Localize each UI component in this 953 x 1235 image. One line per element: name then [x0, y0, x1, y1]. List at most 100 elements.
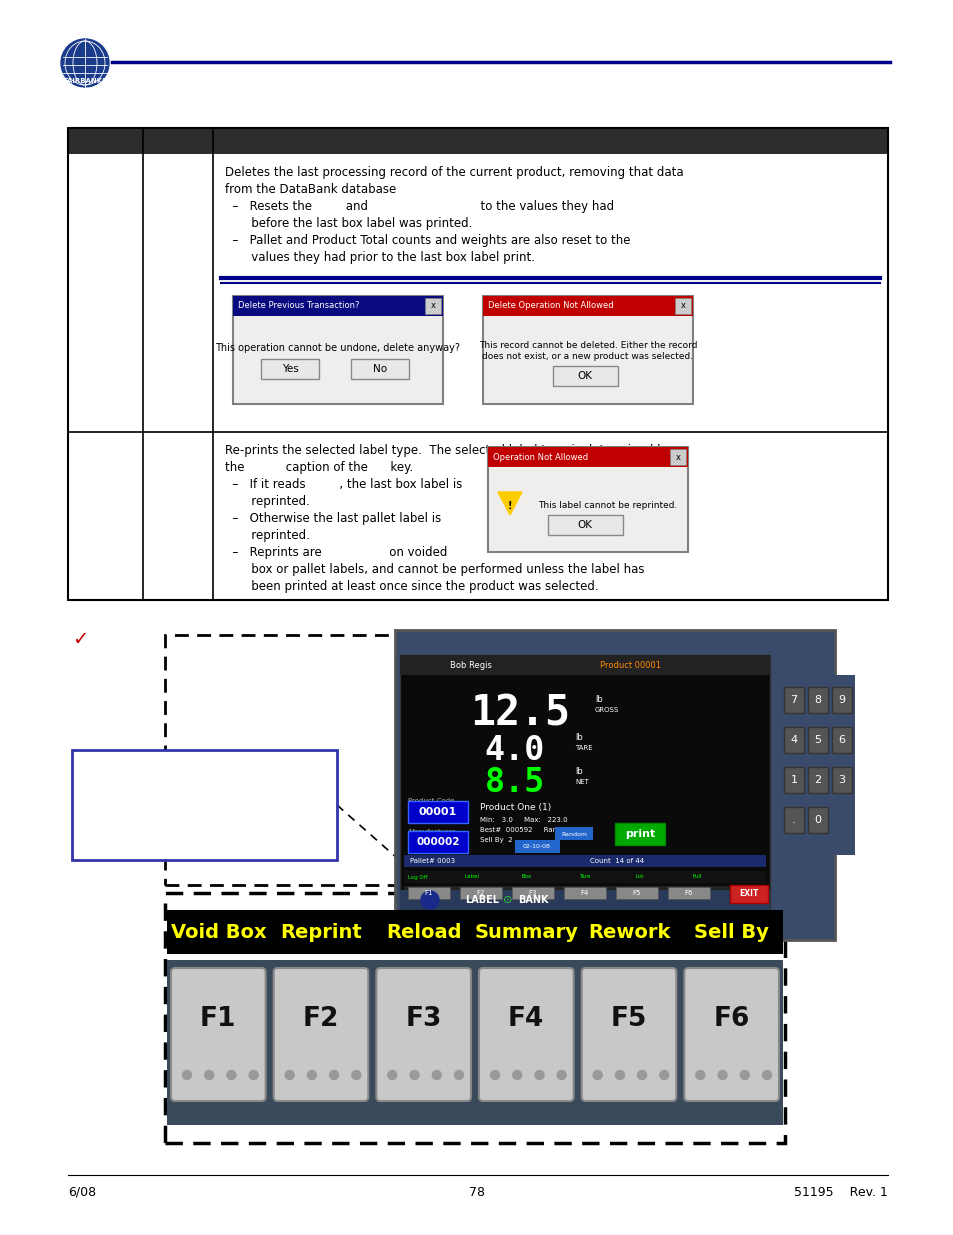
FancyBboxPatch shape — [171, 968, 265, 1100]
Polygon shape — [497, 492, 521, 515]
Bar — [395, 630, 834, 940]
FancyBboxPatch shape — [375, 968, 471, 1100]
Text: Manufacturer: Manufacturer — [408, 829, 455, 835]
Bar — [68, 128, 887, 600]
Circle shape — [718, 1071, 726, 1079]
Bar — [807, 806, 827, 832]
Bar — [165, 893, 784, 1144]
Bar — [780, 676, 854, 855]
Text: values they had prior to the last box label print.: values they had prior to the last box la… — [225, 251, 535, 264]
Circle shape — [593, 1071, 601, 1079]
Circle shape — [388, 1071, 396, 1079]
Bar — [729, 885, 767, 903]
Circle shape — [227, 1071, 235, 1079]
Circle shape — [285, 1071, 294, 1079]
Text: F5: F5 — [632, 890, 640, 897]
Text: BANK: BANK — [517, 895, 548, 905]
Text: x: x — [675, 452, 679, 462]
Circle shape — [659, 1071, 668, 1079]
Text: F1: F1 — [424, 890, 433, 897]
Text: reprinted.: reprinted. — [225, 529, 310, 542]
Bar — [783, 767, 803, 793]
Text: 6: 6 — [838, 735, 844, 745]
Bar — [488, 447, 687, 467]
Text: Summary: Summary — [474, 923, 578, 941]
Text: –   Reprints are                  on voided: – Reprints are on voided — [225, 546, 447, 559]
Bar — [399, 655, 769, 910]
Text: –   Pallet and Product Total counts and weights are also reset to the: – Pallet and Product Total counts and we… — [225, 233, 630, 247]
Text: Count  14 of 44: Count 14 of 44 — [589, 858, 643, 864]
Bar — [167, 910, 782, 953]
Circle shape — [410, 1071, 418, 1079]
Text: F3: F3 — [405, 1007, 441, 1032]
Text: Lot: Lot — [636, 874, 643, 879]
Bar — [563, 887, 605, 899]
Circle shape — [330, 1071, 338, 1079]
Circle shape — [307, 1071, 316, 1079]
Text: Sell By: Sell By — [694, 923, 768, 941]
Circle shape — [557, 1071, 565, 1079]
Text: Delete Operation Not Allowed: Delete Operation Not Allowed — [488, 301, 613, 310]
Text: 1: 1 — [790, 776, 797, 785]
Text: Reload: Reload — [386, 923, 461, 941]
Bar — [351, 359, 409, 379]
Text: Product Code: Product Code — [408, 798, 454, 804]
Circle shape — [420, 890, 438, 909]
Text: x: x — [679, 301, 685, 310]
Text: TARE: TARE — [575, 745, 592, 751]
Circle shape — [535, 1071, 543, 1079]
Text: Label: Label — [464, 874, 479, 879]
Text: NET: NET — [575, 779, 588, 785]
Text: F2: F2 — [302, 1007, 338, 1032]
Bar — [547, 515, 622, 535]
Circle shape — [490, 1071, 499, 1079]
Text: F6: F6 — [684, 890, 693, 897]
Text: Product One (1): Product One (1) — [479, 803, 551, 811]
Text: Deletes the last processing record of the current product, removing that data: Deletes the last processing record of th… — [225, 165, 683, 179]
Bar — [515, 840, 559, 853]
Text: Product 00001: Product 00001 — [599, 661, 660, 669]
Bar — [783, 727, 803, 753]
Text: 6/08: 6/08 — [68, 1186, 96, 1198]
Text: 78: 78 — [469, 1186, 484, 1198]
Bar — [488, 447, 687, 552]
Text: Best#  000592     Random: Best# 000592 Random — [479, 827, 572, 832]
Bar — [616, 887, 658, 899]
Text: EXIT: EXIT — [739, 889, 758, 899]
Text: 5: 5 — [814, 735, 821, 745]
Bar — [459, 887, 501, 899]
Text: 00001: 00001 — [418, 806, 456, 818]
Text: Box: Box — [521, 874, 532, 879]
Text: Operation Not Allowed: Operation Not Allowed — [493, 452, 587, 462]
Text: This label cannot be reprinted.: This label cannot be reprinted. — [537, 500, 677, 510]
Bar — [482, 296, 692, 404]
Text: –   Otherwise the last pallet label is: – Otherwise the last pallet label is — [225, 513, 441, 525]
Bar — [408, 887, 450, 899]
Text: Yes: Yes — [281, 364, 298, 374]
Text: OK: OK — [577, 520, 592, 530]
Text: before the last box label was printed.: before the last box label was printed. — [225, 217, 472, 230]
Text: Re-prints the selected label type.  The selected label type is determined by: Re-prints the selected label type. The s… — [225, 445, 671, 457]
Bar — [71, 750, 336, 860]
Text: –   If it reads         , the last box label is: – If it reads , the last box label is — [225, 478, 462, 492]
Text: F4: F4 — [507, 1007, 543, 1032]
Text: No: No — [373, 364, 387, 374]
Text: ✓: ✓ — [71, 630, 89, 650]
Bar — [68, 128, 887, 154]
Bar — [783, 687, 803, 713]
Bar — [783, 806, 803, 832]
Bar — [807, 687, 827, 713]
Text: lb: lb — [575, 734, 582, 742]
Text: from the DataBank database: from the DataBank database — [225, 183, 395, 196]
Text: lb: lb — [595, 695, 602, 704]
Circle shape — [205, 1071, 213, 1079]
Text: 0: 0 — [814, 815, 821, 825]
Bar — [408, 831, 468, 853]
Bar — [403, 855, 765, 867]
Text: 9: 9 — [838, 695, 844, 705]
Text: F2: F2 — [476, 890, 485, 897]
Circle shape — [454, 1071, 463, 1079]
FancyBboxPatch shape — [478, 968, 573, 1100]
Text: Void Box: Void Box — [171, 923, 266, 941]
Bar — [408, 802, 468, 823]
